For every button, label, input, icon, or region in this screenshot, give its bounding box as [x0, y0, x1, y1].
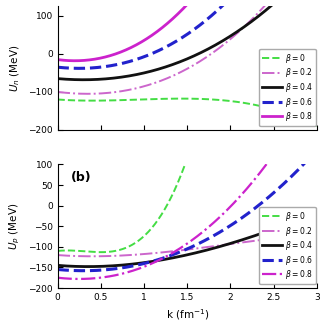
$\beta=0.4$: [245, 23, 249, 27]
$\beta=0.4$: [82, 78, 85, 82]
$\beta=0.2$: [87, 92, 91, 96]
$\beta=0.2$: [56, 253, 60, 257]
$\beta=0$: [87, 250, 91, 253]
$\beta=0.2$: [315, 232, 319, 236]
$\beta=0$: [315, 124, 319, 128]
Line: $\beta=0.2$: $\beta=0.2$: [58, 234, 317, 256]
$\beta=0.2$: [159, 251, 163, 254]
Line: $\beta=0.4$: $\beta=0.4$: [58, 0, 317, 80]
Y-axis label: $U_p$ (MeV): $U_p$ (MeV): [8, 203, 22, 250]
$\beta=0.4$: [220, 244, 223, 248]
$\beta=0.2$: [244, 24, 247, 28]
$\beta=0.8$: [315, 84, 319, 88]
$\beta=0.6$: [159, 48, 163, 52]
$\beta=0.2$: [220, 243, 223, 247]
$\beta=0.2$: [244, 240, 247, 244]
$\beta=0.2$: [245, 240, 249, 244]
Line: $\beta=0.8$: $\beta=0.8$: [58, 86, 317, 279]
$\beta=0.8$: [56, 276, 60, 280]
Line: $\beta=0.6$: $\beta=0.6$: [58, 150, 317, 271]
$\beta=0.6$: [82, 269, 85, 273]
$\beta=0.4$: [87, 265, 91, 268]
$\beta=0.6$: [56, 65, 60, 69]
Text: (b): (b): [71, 171, 91, 184]
$\beta=0.4$: [56, 77, 60, 81]
$\beta=0.4$: [141, 71, 145, 75]
$\beta=0$: [141, 236, 145, 239]
$\beta=0.4$: [86, 265, 90, 268]
$\beta=0.6$: [220, 229, 223, 233]
$\beta=0.4$: [159, 67, 163, 70]
$\beta=0.6$: [141, 262, 145, 266]
$\beta=0.8$: [87, 277, 91, 281]
$\beta=0.4$: [56, 263, 60, 267]
$\beta=0.8$: [141, 265, 145, 269]
$\beta=0.4$: [159, 258, 163, 262]
$\beta=0.8$: [56, 58, 60, 61]
$\beta=0.8$: [141, 39, 145, 43]
$\beta=0$: [56, 98, 60, 101]
$\beta=0$: [99, 250, 102, 254]
Line: $\beta=0.4$: $\beta=0.4$: [58, 212, 317, 267]
$\beta=0.6$: [245, 212, 249, 216]
$\beta=0$: [220, 22, 223, 26]
$\beta=0$: [245, 101, 249, 105]
$\beta=0.8$: [77, 277, 81, 281]
$\beta=0.8$: [87, 58, 91, 62]
$\beta=0.4$: [87, 78, 91, 82]
$\beta=0.6$: [141, 55, 145, 59]
$\beta=0.8$: [220, 214, 223, 218]
$\beta=0.4$: [244, 237, 247, 241]
X-axis label: k (fm$^{-1}$): k (fm$^{-1}$): [165, 308, 209, 320]
$\beta=0.2$: [86, 92, 90, 96]
$\beta=0.8$: [245, 187, 249, 191]
$\beta=0$: [180, 97, 184, 100]
$\beta=0.8$: [244, 188, 247, 192]
$\beta=0.6$: [159, 257, 163, 261]
$\beta=0$: [140, 98, 144, 101]
Line: $\beta=0$: $\beta=0$: [58, 99, 317, 126]
$\beta=0$: [244, 101, 247, 105]
Line: $\beta=0.6$: $\beta=0.6$: [58, 0, 317, 68]
Legend: $\beta=0$, $\beta=0.2$, $\beta=0.4$, $\beta=0.6$, $\beta=0.8$: $\beta=0$, $\beta=0.2$, $\beta=0.4$, $\b…: [260, 49, 316, 126]
$\beta=0.6$: [56, 268, 60, 271]
$\beta=0.4$: [244, 24, 247, 28]
$\beta=0.6$: [244, 213, 247, 217]
$\beta=0.8$: [73, 59, 77, 63]
$\beta=0$: [158, 97, 162, 101]
$\beta=0.6$: [87, 66, 91, 70]
$\beta=0.4$: [315, 211, 319, 214]
$\beta=0.2$: [245, 22, 249, 26]
Legend: $\beta=0$, $\beta=0.2$, $\beta=0.4$, $\beta=0.6$, $\beta=0.8$: $\beta=0$, $\beta=0.2$, $\beta=0.4$, $\b…: [260, 207, 316, 284]
Line: $\beta=0$: $\beta=0$: [58, 0, 317, 252]
$\beta=0.4$: [220, 40, 223, 44]
$\beta=0.6$: [220, 5, 223, 9]
$\beta=0.2$: [90, 254, 94, 258]
$\beta=0$: [159, 213, 163, 217]
$\beta=0.2$: [56, 90, 60, 94]
$\beta=0$: [87, 99, 91, 102]
Line: $\beta=0.2$: $\beta=0.2$: [58, 0, 317, 94]
$\beta=0.2$: [141, 85, 145, 89]
Y-axis label: $U_n$ (MeV): $U_n$ (MeV): [9, 44, 22, 92]
$\beta=0.6$: [77, 67, 81, 70]
$\beta=0.6$: [315, 148, 319, 152]
$\beta=0.8$: [159, 257, 163, 261]
$\beta=0.4$: [245, 236, 249, 240]
$\beta=0.8$: [159, 27, 163, 31]
$\beta=0$: [56, 249, 60, 253]
$\beta=0.6$: [87, 269, 91, 273]
$\beta=0$: [220, 98, 223, 102]
$\beta=0.2$: [141, 252, 145, 256]
$\beta=0.2$: [87, 254, 91, 258]
$\beta=0.2$: [220, 44, 223, 48]
$\beta=0.4$: [141, 261, 145, 265]
Line: $\beta=0.8$: $\beta=0.8$: [58, 0, 317, 61]
$\beta=0.2$: [159, 79, 163, 83]
